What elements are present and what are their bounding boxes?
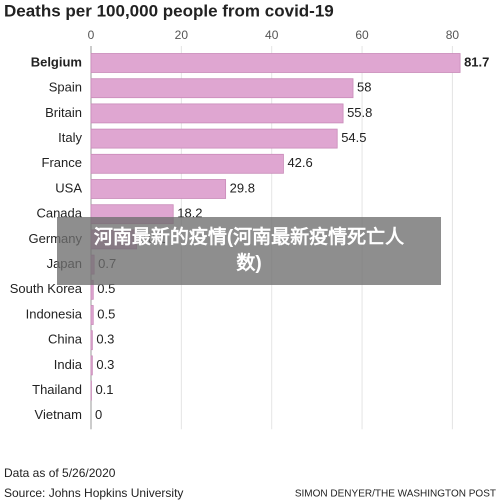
overlay-text: 数) [236, 251, 261, 274]
bar [90, 330, 93, 351]
y-tick-label: Britain [45, 105, 82, 120]
chart-title: Deaths per 100,000 people from covid-19 [4, 1, 334, 20]
data-label: 29.8 [230, 180, 255, 195]
data-label: 0.1 [95, 382, 113, 397]
data-label: 18.2 [177, 206, 202, 221]
bar [90, 128, 338, 149]
x-tick-label: 20 [175, 28, 189, 42]
y-tick-label: Vietnam [35, 407, 82, 422]
y-tick-label: Belgium [31, 54, 82, 69]
y-tick-label: USA [55, 180, 82, 195]
y-tick-label: China [48, 332, 83, 347]
note: Data as of 5/26/2020 [4, 466, 116, 480]
bar [90, 153, 284, 174]
y-tick-label: Italy [58, 130, 82, 145]
bar [90, 78, 354, 99]
y-tick-label: Spain [49, 80, 82, 95]
data-label: 0 [95, 407, 102, 422]
data-label: 55.8 [347, 105, 372, 120]
y-tick-label: Thailand [32, 382, 82, 397]
bar [90, 305, 94, 325]
bar [90, 53, 461, 73]
y-tick-label: India [54, 357, 83, 372]
overlay-text: 河南最新的疫情(河南最新疫情死亡人 [94, 225, 405, 248]
data-label: 58 [357, 80, 371, 95]
y-tick-label: Indonesia [26, 306, 83, 321]
bar [90, 355, 93, 376]
data-label: 81.7 [464, 54, 489, 69]
x-tick-label: 60 [355, 28, 369, 42]
y-tick-label: Canada [36, 206, 82, 221]
x-tick-label: 40 [265, 28, 279, 42]
overlay-background [57, 217, 441, 285]
y-tick-label: France [42, 155, 82, 170]
x-tick-label: 80 [446, 28, 460, 42]
bar [90, 179, 227, 199]
x-tick-label: 0 [88, 28, 95, 42]
data-label: 42.6 [287, 155, 312, 170]
data-label: 0.3 [96, 332, 114, 347]
data-label: 54.5 [341, 130, 366, 145]
source: Source: Johns Hopkins University [4, 486, 183, 500]
data-label: 0.5 [97, 306, 115, 321]
data-label: 0.3 [96, 357, 114, 372]
bar [90, 103, 344, 124]
credit: SIMON DENYER/THE WASHINGTON POST [295, 489, 496, 500]
